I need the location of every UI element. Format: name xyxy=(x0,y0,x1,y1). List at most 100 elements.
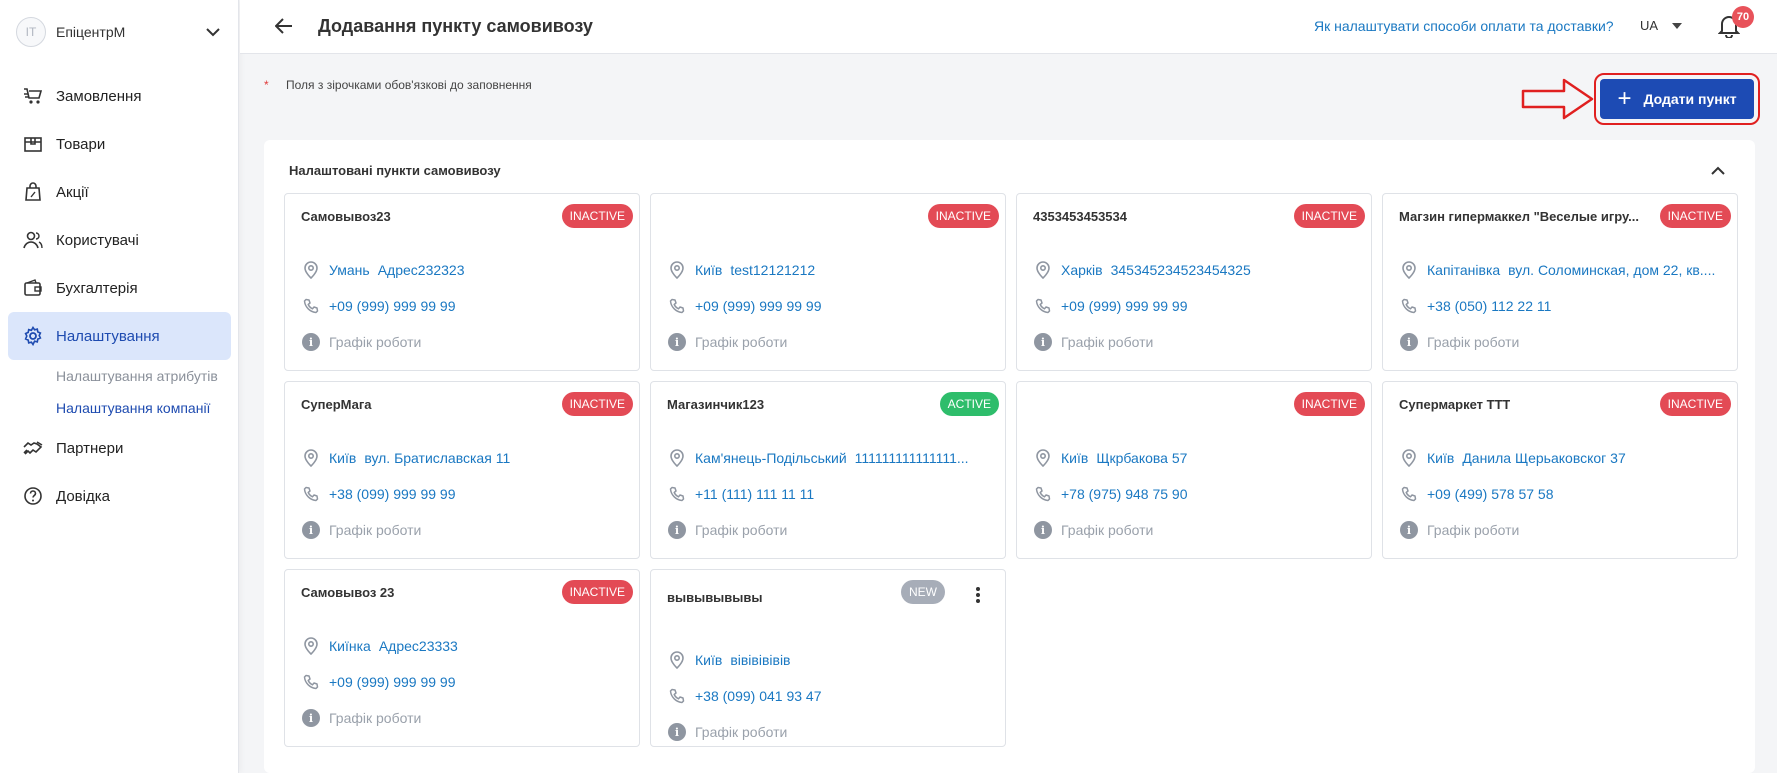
nav-item-partners[interactable]: Партнери xyxy=(8,424,231,472)
status-badge: INACTIVE xyxy=(1293,204,1365,228)
info-icon: i xyxy=(301,708,321,728)
info-icon: i xyxy=(1399,520,1419,540)
nav-item-users[interactable]: Користувачі xyxy=(8,216,231,264)
pickup-point-card[interactable]: Самовывоз 23 INACTIVE Киїнка Адрес23333 +0… xyxy=(284,569,640,747)
pickup-point-name: Магзин гипермаккел "Веселые игру... xyxy=(1399,209,1639,224)
nav-item-settings[interactable]: Налаштування xyxy=(8,312,231,360)
pickup-point-phone: +11 (111) 111 11 11 xyxy=(667,484,814,504)
nav-label: Налаштування xyxy=(56,327,160,345)
nav-label: Користувачі xyxy=(56,231,139,249)
address-link[interactable]: Харків 345345234523454325 xyxy=(1061,262,1251,278)
pickup-point-schedule: i Графік роботи xyxy=(1033,520,1153,540)
pickup-point-card[interactable]: Самовывоз23 INACTIVE Умань Адрес232323 +09… xyxy=(284,193,640,371)
schedule-link[interactable]: Графік роботи xyxy=(1427,334,1520,350)
status-badge: INACTIVE xyxy=(561,392,633,416)
phone-number[interactable]: +09 (999) 999 99 99 xyxy=(695,298,822,314)
phone-icon xyxy=(1033,296,1053,316)
pickup-point-phone: +38 (050) 112 22 11 xyxy=(1399,296,1551,316)
subnav-item-company[interactable]: Налаштування компанії xyxy=(56,400,211,416)
address-street: вул. Соломинская, дом 22, кв.... xyxy=(1508,262,1716,278)
address-city: Капітанівка xyxy=(1427,262,1501,278)
address-link[interactable]: Капітанівка вул. Соломинская, дом 22, кв.… xyxy=(1427,262,1715,278)
phone-number[interactable]: +09 (499) 578 57 58 xyxy=(1427,486,1554,502)
nav-item-accounting[interactable]: Бухгалтерія xyxy=(8,264,231,312)
address-link[interactable]: Киїнка Адрес23333 xyxy=(329,638,458,654)
address-link[interactable]: Умань Адрес232323 xyxy=(329,262,465,278)
schedule-link[interactable]: Графік роботи xyxy=(1061,334,1154,350)
address-link[interactable]: Київ Щкрбакова 57 xyxy=(1061,450,1187,466)
phone-number[interactable]: +38 (099) 999 99 99 xyxy=(329,486,456,502)
pickup-point-address: Київ вівівівівів xyxy=(667,650,791,670)
phone-number[interactable]: +38 (050) 112 22 11 xyxy=(1427,298,1552,314)
pickup-point-address: Київ test12121212 xyxy=(667,260,815,280)
nav-label: Бухгалтерія xyxy=(56,279,138,297)
pickup-point-card[interactable]: Магзин гипермаккел "Веселые игру... INACT… xyxy=(1382,193,1738,371)
subnav-item-attributes[interactable]: Налаштування атрибутів xyxy=(56,368,218,384)
pickup-point-card[interactable]: СуперМага INACTIVE Київ вул. Братиславская… xyxy=(284,381,640,559)
pickup-point-card[interactable]: Супермаркет ТТТ INACTIVE Київ Данила Щерьа… xyxy=(1382,381,1738,559)
address-city: Київ xyxy=(1061,450,1089,466)
location-pin-icon xyxy=(1399,448,1419,468)
location-pin-icon xyxy=(667,260,687,280)
info-icon: i xyxy=(667,520,687,540)
payment-delivery-help-link[interactable]: Як налаштувати способи оплати та доставк… xyxy=(1314,18,1614,34)
language-selector[interactable]: UA xyxy=(1640,18,1683,33)
phone-number[interactable]: +09 (999) 999 99 99 xyxy=(329,298,456,314)
phone-icon xyxy=(301,296,321,316)
pickup-point-card[interactable]: 4353453453534 INACTIVE Харків 345345234523… xyxy=(1016,193,1372,371)
pickup-point-phone: +09 (499) 578 57 58 xyxy=(1399,484,1554,504)
users-icon xyxy=(22,229,44,251)
address-street: Адрес23333 xyxy=(378,638,458,654)
phone-icon xyxy=(301,484,321,504)
company-avatar: IT xyxy=(16,17,46,47)
phone-number[interactable]: +11 (111) 111 11 11 xyxy=(695,486,815,502)
schedule-link[interactable]: Графік роботи xyxy=(1427,522,1520,538)
nav-label: Товари xyxy=(56,135,106,153)
pickup-point-name: СуперМага xyxy=(301,397,372,412)
company-name: ЕпіцентрМ xyxy=(56,24,126,40)
schedule-link[interactable]: Графік роботи xyxy=(695,522,788,538)
chevron-up-icon[interactable] xyxy=(1708,160,1728,180)
nav-item-promotions[interactable]: Акції xyxy=(8,168,231,216)
nav-item-products[interactable]: Товари xyxy=(8,120,231,168)
address-link[interactable]: Київ вул. Братиславская 11 xyxy=(329,450,510,466)
schedule-link[interactable]: Графік роботи xyxy=(695,334,788,350)
pickup-point-card[interactable]: INACTIVE Київ test12121212 +09 (999) 999 … xyxy=(650,193,1006,371)
pickup-point-schedule: i Графік роботи xyxy=(667,332,787,352)
phone-number[interactable]: +38 (099) 041 93 47 xyxy=(695,688,822,704)
pickup-point-schedule: i Графік роботи xyxy=(1033,332,1153,352)
address-link[interactable]: Кам'янець-Подільський 111111111111111... xyxy=(695,450,969,466)
annotation-highlight-ring xyxy=(1594,73,1760,125)
notifications-button[interactable]: 70 xyxy=(1717,6,1754,40)
more-vertical-icon[interactable] xyxy=(969,584,987,606)
info-icon: i xyxy=(1033,332,1053,352)
schedule-link[interactable]: Графік роботи xyxy=(1061,522,1154,538)
phone-number[interactable]: +09 (999) 999 99 99 xyxy=(329,674,456,690)
phone-icon xyxy=(667,296,687,316)
address-link[interactable]: Київ вівівівівів xyxy=(695,652,791,668)
company-switcher[interactable]: IT ЕпіцентрМ xyxy=(16,12,223,52)
chevron-down-icon[interactable] xyxy=(203,22,223,42)
location-pin-icon xyxy=(667,650,687,670)
pickup-point-card[interactable]: Магазинчик123 ACTIVE Кам'янець-Подільськи… xyxy=(650,381,1006,559)
schedule-link[interactable]: Графік роботи xyxy=(695,724,788,740)
nav-item-orders[interactable]: Замовлення xyxy=(8,72,231,120)
address-link[interactable]: Київ test12121212 xyxy=(695,262,815,278)
phone-number[interactable]: +09 (999) 999 99 99 xyxy=(1061,298,1188,314)
pickup-point-name: вывывывывы xyxy=(667,590,763,605)
sidebar: IT ЕпіцентрМ Замовлення Товари Акції xyxy=(0,0,239,773)
address-street: вул. Братиславская 11 xyxy=(364,450,511,466)
phone-number[interactable]: +78 (975) 948 75 90 xyxy=(1061,486,1188,502)
nav-item-help[interactable]: Довідка xyxy=(8,472,231,520)
address-link[interactable]: Київ Данила Щерьаковског 37 xyxy=(1427,450,1626,466)
back-arrow-icon[interactable] xyxy=(272,14,296,38)
status-badge: INACTIVE xyxy=(1293,392,1365,416)
schedule-link[interactable]: Графік роботи xyxy=(329,334,422,350)
schedule-link[interactable]: Графік роботи xyxy=(329,710,422,726)
pickup-point-card[interactable]: вывывывывы NEW Київ вівівівівів +38 (099) … xyxy=(650,569,1006,747)
pickup-point-card[interactable]: INACTIVE Київ Щкрбакова 57 +78 (975) 948 … xyxy=(1016,381,1372,559)
add-pickup-point-button[interactable]: + Додати пункт xyxy=(1600,79,1754,119)
schedule-link[interactable]: Графік роботи xyxy=(329,522,422,538)
location-pin-icon xyxy=(301,260,321,280)
address-street: Щкрбакова 57 xyxy=(1096,450,1188,466)
